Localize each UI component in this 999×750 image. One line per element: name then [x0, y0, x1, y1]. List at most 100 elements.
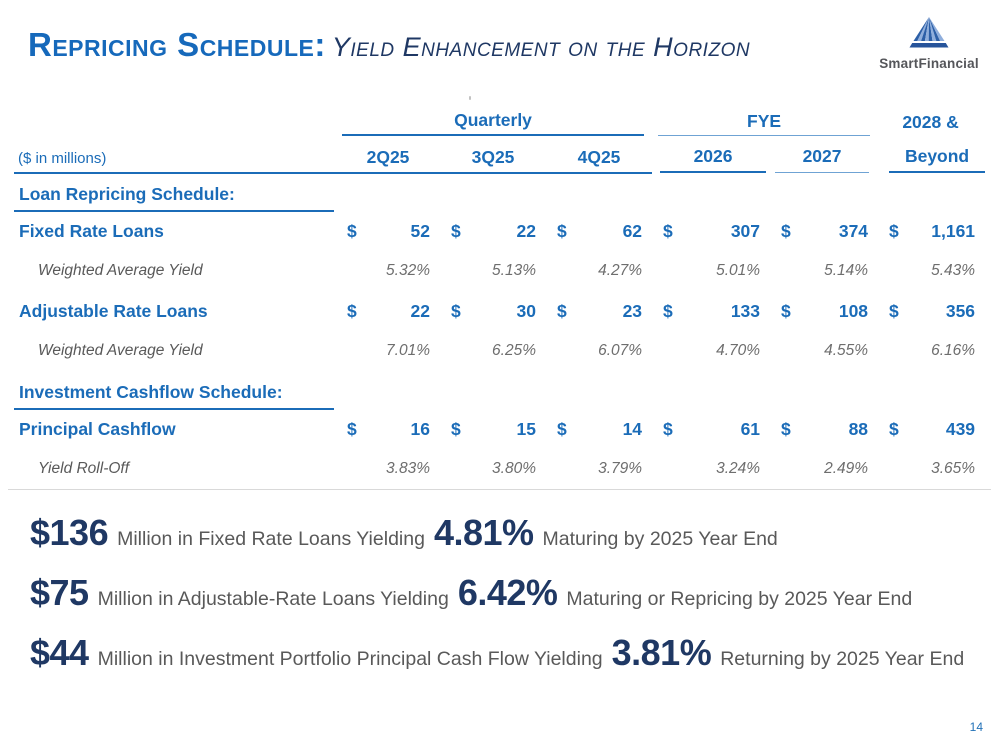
table-cell-value: $52 — [347, 220, 430, 241]
column-header-4q25: 4Q25 — [577, 147, 621, 167]
table-row-yield-roll-off: Yield Roll-Off 3.83% 3.80% 3.79% 3.24% 2… — [14, 448, 985, 490]
dollar-sign: $ — [451, 300, 461, 321]
callout-adjustable-rate: $75 Million in Adjustable-Rate Loans Yie… — [30, 572, 989, 632]
table-cell-value: $374 — [781, 220, 869, 241]
table-cell-value: $133 — [663, 300, 761, 321]
callout-text: Million in Investment Portfolio Principa… — [97, 648, 603, 670]
section-heading-row: Loan Repricing Schedule: — [14, 173, 985, 212]
column-header-row: ($ in millions) 2Q25 3Q25 4Q25 2026 2027… — [14, 136, 986, 174]
dollar-sign: $ — [663, 300, 673, 321]
dollar-sign: $ — [557, 300, 567, 321]
callout-text: Maturing or Repricing by 2025 Year End — [566, 588, 913, 610]
row-label: Weighted Average Yield — [38, 262, 203, 279]
column-header-2026: 2026 — [660, 146, 767, 173]
table-cell-percent: 3.24% — [716, 460, 761, 477]
table-cell-percent: 4.27% — [598, 262, 643, 279]
table-cell-value: $30 — [451, 300, 536, 321]
table-cell-percent: 3.79% — [598, 460, 643, 477]
column-header-2q25: 2Q25 — [366, 147, 410, 167]
repricing-schedule-table: Quarterly FYE 2028 & ($ in millions) 2Q2… — [14, 104, 986, 490]
table-cell-value: $62 — [557, 220, 643, 241]
table-cell-percent: 4.55% — [824, 342, 869, 359]
table-cell-percent: 4.70% — [716, 342, 761, 359]
section-heading-investment-cashflow: Investment Cashflow Schedule: — [14, 382, 334, 410]
section-heading-loan-repricing: Loan Repricing Schedule: — [14, 184, 334, 212]
dollar-sign: $ — [663, 418, 673, 439]
table-cell-value: $23 — [557, 300, 643, 321]
summary-callouts: $136 Million in Fixed Rate Loans Yieldin… — [30, 512, 989, 692]
page-title: Repricing Schedule: — [28, 26, 326, 63]
page-subtitle: Yield Enhancement on the Horizon — [331, 32, 751, 62]
dollar-sign: $ — [781, 220, 791, 241]
dollar-sign: $ — [347, 300, 357, 321]
table-cell-percent: 6.25% — [492, 342, 536, 359]
table-cell-value: $439 — [889, 418, 976, 439]
callout-text: Maturing by 2025 Year End — [542, 528, 778, 550]
table-cell-value: $16 — [347, 418, 430, 439]
dollar-sign: $ — [451, 220, 461, 241]
table-cell-percent: 5.13% — [492, 262, 536, 279]
table-cell-percent: 6.07% — [598, 342, 643, 359]
callout-rate: 4.81% — [433, 512, 534, 553]
callout-amount: $75 — [30, 572, 89, 613]
column-header-beyond: Beyond — [889, 146, 986, 173]
table-cell-value: $108 — [781, 300, 869, 321]
horizontal-divider — [8, 489, 991, 490]
callout-text: Million in Adjustable-Rate Loans Yieldin… — [97, 588, 449, 610]
callout-text: Returning by 2025 Year End — [720, 648, 965, 670]
table-cell-value: $14 — [557, 418, 643, 439]
table-cell-percent: 3.80% — [492, 460, 536, 477]
table-cell-percent: 5.14% — [824, 262, 869, 279]
group-header-quarterly: Quarterly — [342, 110, 645, 136]
table-cell-value: $61 — [663, 418, 761, 439]
dollar-sign: $ — [889, 418, 899, 439]
dollar-sign: $ — [781, 418, 791, 439]
table-cell-percent: 5.01% — [716, 262, 761, 279]
table-cell-percent: 3.65% — [931, 460, 976, 477]
section-heading-row: Investment Cashflow Schedule: — [14, 372, 985, 410]
group-header-fye: FYE — [658, 111, 871, 136]
table-cell-percent: 2.49% — [824, 460, 869, 477]
page-number: 14 — [969, 720, 983, 734]
table-cell-value: $356 — [889, 300, 976, 321]
dollar-sign: $ — [557, 220, 567, 241]
callout-amount: $44 — [30, 632, 89, 673]
slide-header: Repricing Schedule: Yield Enhancement on … — [28, 26, 869, 64]
row-label: Principal Cashflow — [19, 418, 176, 439]
row-label: Fixed Rate Loans — [19, 220, 164, 241]
dollar-sign: $ — [663, 220, 673, 241]
table-cell-value: $307 — [663, 220, 761, 241]
callout-rate: 6.42% — [457, 572, 558, 613]
table-cell-percent: 6.16% — [931, 342, 976, 359]
row-label: Adjustable Rate Loans — [19, 300, 208, 321]
table-cell-percent: 5.43% — [931, 262, 976, 279]
table-cell-value: $15 — [451, 418, 536, 439]
dollar-sign: $ — [557, 418, 567, 439]
row-label: Yield Roll-Off — [38, 460, 130, 477]
column-header-2027: 2027 — [775, 146, 870, 173]
dollar-sign: $ — [889, 300, 899, 321]
table-cell-value: $22 — [347, 300, 430, 321]
stray-mark — [469, 96, 471, 100]
table-cell-value: $22 — [451, 220, 536, 241]
dollar-sign: $ — [347, 418, 357, 439]
callout-rate: 3.81% — [611, 632, 712, 673]
dollar-sign: $ — [347, 220, 357, 241]
table-cell-value: $88 — [781, 418, 869, 439]
smartfinancial-logo: SmartFinancial — [873, 16, 985, 71]
mountain-triangle-icon — [909, 17, 949, 48]
table-cell-percent: 5.32% — [386, 262, 430, 279]
logo-wordmark: SmartFinancial — [879, 56, 979, 71]
column-header-3q25: 3Q25 — [471, 147, 515, 167]
table-row-adjustable-rate-loans: Adjustable Rate Loans $22 $30 $23 $133 $… — [14, 292, 985, 330]
dollar-sign: $ — [781, 300, 791, 321]
callout-fixed-rate: $136 Million in Fixed Rate Loans Yieldin… — [30, 512, 989, 572]
units-note: ($ in millions) — [18, 150, 107, 167]
table-cell-percent: 7.01% — [386, 342, 430, 359]
dollar-sign: $ — [451, 418, 461, 439]
group-header-row: Quarterly FYE 2028 & — [14, 104, 985, 136]
row-label: Weighted Average Yield — [38, 342, 203, 359]
table-row-weighted-average-yield: Weighted Average Yield 5.32% 5.13% 4.27%… — [14, 250, 985, 292]
callout-text: Million in Fixed Rate Loans Yielding — [117, 528, 425, 550]
